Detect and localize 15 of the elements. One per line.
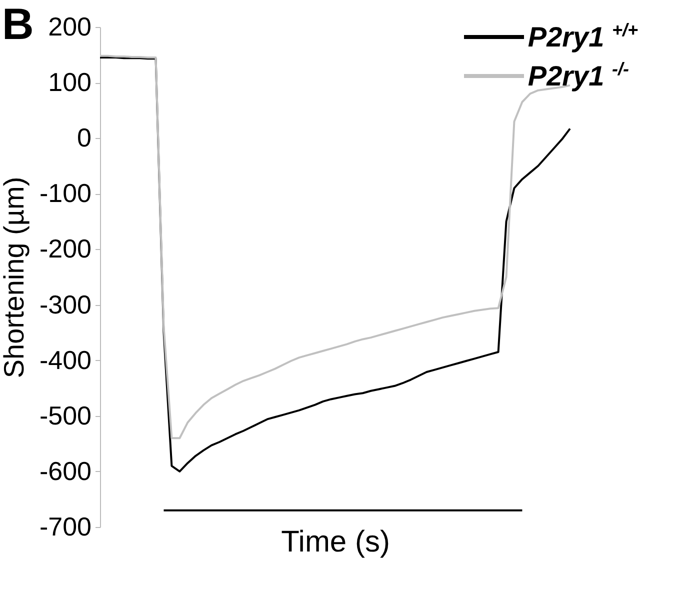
y-axis-title: Shortening (µm) (0, 176, 30, 378)
text: B (2, 0, 34, 50)
y-tick-label: -500 (39, 400, 92, 430)
y-tick-label: -700 (39, 512, 92, 542)
x-axis-title: Time (s) (281, 526, 390, 558)
y-tick-label: 100 (48, 67, 92, 98)
y-tick-label: -300 (39, 289, 92, 320)
y-tick-label: 200 (48, 12, 92, 42)
y-tick-label: 0 (77, 122, 92, 153)
y-tick-label: -100 (39, 178, 92, 208)
y-tick-label: -600 (39, 456, 92, 486)
legend-label: P2ry1 $^{+/+}$ (528, 20, 638, 54)
y-tick-label: -200 (39, 234, 92, 264)
legend-label: P2ry1 $^{-/-}$ (528, 59, 629, 93)
y-tick-label: -400 (39, 344, 92, 375)
